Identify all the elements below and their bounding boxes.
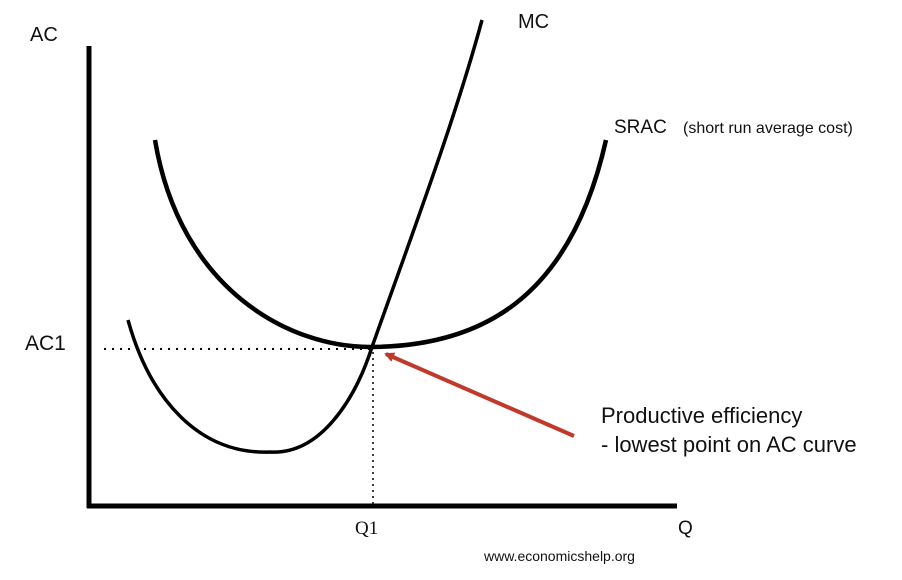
efficiency-arrow bbox=[384, 352, 575, 438]
srac-note: (short run average cost) bbox=[683, 120, 853, 137]
q1-label: Q1 bbox=[355, 518, 378, 539]
ac1-label: AC1 bbox=[25, 332, 66, 355]
mc-label: MC bbox=[518, 11, 549, 33]
annotation-subtitle: - lowest point on AC curve bbox=[601, 432, 857, 457]
source-watermark: www.economicshelp.org bbox=[483, 548, 635, 564]
srac-curve bbox=[152, 139, 609, 350]
mc-curve bbox=[126, 19, 484, 454]
annotation-title: Productive efficiency bbox=[601, 403, 802, 428]
x-axis-label: Q bbox=[678, 518, 693, 539]
srac-label: SRAC bbox=[614, 117, 667, 138]
y-axis-label: AC bbox=[30, 24, 58, 46]
